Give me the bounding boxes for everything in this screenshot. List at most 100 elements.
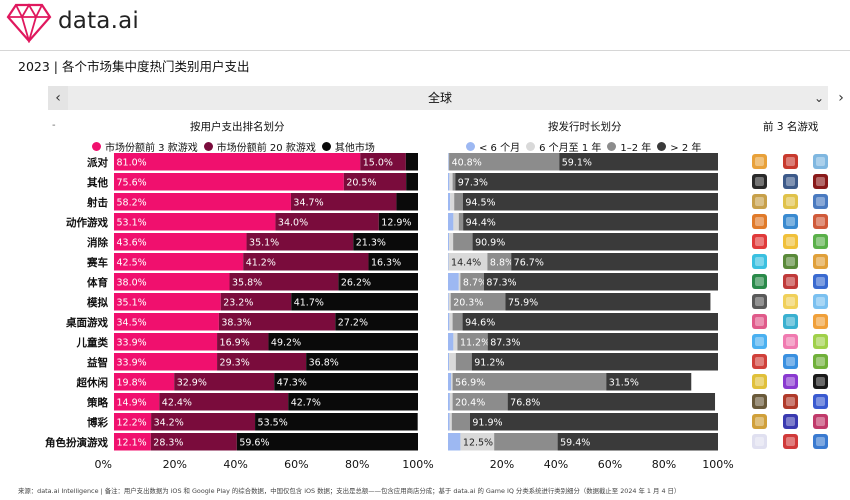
data-label: 56.9% — [455, 377, 485, 388]
data-label: 14.9% — [117, 397, 147, 408]
x-tick-label: 80% — [652, 458, 676, 471]
data-label: 21.3% — [356, 237, 386, 248]
game-app-icon-detail — [755, 177, 764, 186]
data-label: 29.3% — [220, 357, 250, 368]
bar-segment — [507, 393, 716, 411]
bar-segment — [449, 153, 560, 171]
game-app-icon — [752, 214, 767, 229]
bar-segment — [469, 413, 718, 431]
bar-segment — [114, 233, 247, 251]
x-tick-label: 60% — [284, 458, 308, 471]
region-dropdown[interactable]: 全球 ⌄ — [70, 86, 826, 110]
bar-segment — [449, 173, 453, 191]
data-label: 94.5% — [465, 197, 495, 208]
data-label: 40.8% — [452, 157, 482, 168]
bar-segment — [455, 353, 472, 371]
category-label: 派对 — [87, 156, 108, 169]
game-app-icon — [752, 314, 767, 329]
category-label: 模拟 — [87, 296, 108, 309]
game-app-icon-detail — [755, 417, 764, 426]
bar-segment — [448, 373, 452, 391]
next-region-button[interactable]: › — [838, 90, 844, 106]
legend-label: 市场份额前 20 款游戏 — [216, 143, 316, 154]
game-app-icon — [783, 314, 798, 329]
region-label: 全球 — [427, 91, 452, 105]
bar-segment — [452, 173, 456, 191]
legend-label: 市场份额前 3 款游戏 — [105, 143, 198, 154]
prev-region-button[interactable]: ‹ — [48, 86, 68, 110]
x-tick-label: 80% — [345, 458, 369, 471]
game-app-icon — [813, 174, 828, 189]
bar-segment — [236, 433, 418, 451]
game-app-icon-detail — [786, 377, 795, 386]
bar-segment — [487, 333, 718, 351]
data-label: 38.0% — [117, 277, 147, 288]
x-tick-label: 100% — [402, 458, 433, 471]
data-label: 94.4% — [466, 217, 496, 228]
game-app-icon-detail — [786, 317, 795, 326]
game-app-icon-detail — [786, 297, 795, 306]
category-label: 体育 — [87, 276, 108, 289]
bar-segment — [360, 153, 406, 171]
left-chart-title: 按用户支出排名划分 — [190, 121, 285, 133]
game-app-icon-detail — [755, 257, 764, 266]
bar-segment — [114, 313, 219, 331]
page-title: 2023 | 各个市场集中度热门类别用户支出 — [18, 59, 250, 74]
bar-segment — [448, 393, 450, 411]
legend-label: > 2 年 — [670, 143, 702, 154]
game-app-icon — [752, 294, 767, 309]
bar-segment — [246, 233, 354, 251]
right-legend: < 6 个月 6 个月至 1 年 1–2 年 > 2 年 — [466, 139, 707, 154]
right-chart-title: 按发行时长划分 — [548, 121, 622, 133]
data-label: 36.8% — [309, 357, 339, 368]
bar-segment — [505, 293, 711, 311]
game-app-icon-detail — [786, 197, 795, 206]
data-label: 11.2% — [460, 337, 490, 348]
bar-segment — [448, 253, 449, 271]
bar-segment — [458, 213, 464, 231]
data-label: 91.9% — [472, 417, 502, 428]
bar-segment — [494, 433, 558, 451]
category-label: 超休闲 — [76, 376, 109, 389]
bar-segment — [114, 353, 218, 371]
bar-segment — [220, 293, 292, 311]
bar-segment — [114, 153, 361, 171]
data-label: 8.8% — [490, 257, 514, 268]
game-app-icon-detail — [786, 177, 795, 186]
game-app-icon-detail — [786, 257, 795, 266]
category-label: 策略 — [86, 396, 108, 409]
game-app-icon — [813, 214, 828, 229]
data-label: 75.6% — [117, 177, 147, 188]
data-label: 94.6% — [465, 317, 495, 328]
game-app-icon — [813, 394, 828, 409]
game-app-icon — [813, 234, 828, 249]
game-app-icon-detail — [816, 417, 825, 426]
bar-segment — [229, 273, 339, 291]
game-app-icon-detail — [755, 237, 764, 246]
data-label: 42.5% — [117, 257, 147, 268]
game-app-icon — [752, 394, 767, 409]
bar-segment — [462, 193, 718, 211]
game-app-icon-detail — [816, 317, 825, 326]
bar-segment — [471, 353, 718, 371]
region-nav-bar — [48, 86, 828, 110]
legend-dot — [466, 142, 475, 151]
bar-segment — [255, 413, 418, 431]
x-tick-label: 100% — [702, 458, 733, 471]
game-app-icon — [783, 434, 798, 449]
game-app-icon-detail — [755, 277, 764, 286]
game-app-icon — [813, 274, 828, 289]
game-app-icon-detail — [816, 157, 825, 166]
bar-segment — [606, 373, 692, 391]
bar-segment — [343, 173, 407, 191]
data-label: 35.1% — [117, 297, 147, 308]
game-app-icon-detail — [786, 277, 795, 286]
bar-segment — [453, 333, 458, 351]
legend-dot — [92, 142, 101, 151]
bar-segment — [460, 273, 484, 291]
game-app-icon-detail — [786, 217, 795, 226]
data-label: 16.3% — [371, 257, 401, 268]
game-app-icon-detail — [816, 397, 825, 406]
game-app-icon-detail — [816, 177, 825, 186]
bar-segment — [114, 413, 152, 431]
